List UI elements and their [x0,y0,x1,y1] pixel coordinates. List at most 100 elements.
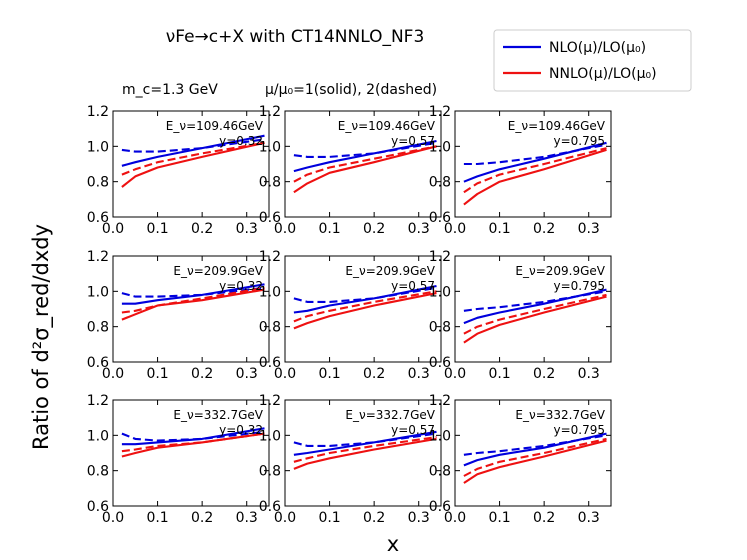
nlo-solid-line [121,283,265,305]
legend: NLO(μ)/LO(μ₀) NNLO(μ)/LO(μ₀) [493,29,692,92]
x-tick-label: 0.0 [444,510,466,526]
energy-label: E_ν=209.9GeV [515,264,605,278]
nlo-solid-line [121,134,265,167]
x-tick-label: 0.0 [274,221,296,237]
y-tick-label: 1.2 [259,249,281,265]
x-tick-label: 0.2 [363,221,385,237]
y-tick-label: 1.2 [87,104,109,120]
inelasticity-label: y=0.32 [219,134,263,148]
panel-frame [112,255,270,363]
nnlo-solid-line [463,148,607,206]
panel-frame [454,110,612,218]
nnlo-dashed-line [293,145,437,183]
y-tick-label: 1.2 [87,249,109,265]
nnlo-dashed-line [293,436,437,463]
nnlo-dashed-line [293,290,437,323]
panel-frame [284,399,442,507]
y-tick-label: 1.0 [429,139,451,155]
energy-label: E_ν=109.46GeV [508,119,606,133]
x-tick-label: 0.1 [146,510,168,526]
y-tick-label: 1.2 [429,104,451,120]
y-tick-label: 1.2 [259,104,281,120]
energy-label: E_ν=109.46GeV [338,119,436,133]
energy-label: E_ν=109.46GeV [166,119,264,133]
y-tick-label: 0.6 [87,355,109,371]
nnlo-dashed-line [463,437,607,477]
nlo-dashed-line [293,432,437,447]
y-tick-label: 1.0 [259,284,281,300]
panel-frame [284,255,442,363]
energy-label: E_ν=332.7GeV [345,408,435,422]
x-tick-label: 0.3 [236,221,258,237]
inelasticity-label: y=0.57 [391,423,435,437]
x-tick-label: 0.0 [274,510,296,526]
y-tick-label: 1.0 [87,139,109,155]
panel-1-3: 0.0 0.1 0.2 0.3 0.6 0.8 1.0 1.2 E_ν=109.46GeVy=0… [429,104,612,237]
y-tick-label: 0.8 [429,320,451,336]
energy-label: E_ν=209.9GeV [173,264,263,278]
nnlo-solid-line [463,295,607,344]
y-axis-label: Ratio of d²σ_red/dxdy [29,224,54,450]
panel-frame [112,399,270,507]
nnlo-solid-line [121,432,265,458]
nnlo-solid-line [463,439,607,484]
panel-2-1: 0.0 0.1 0.2 0.3 0.6 0.8 1.0 1.2 E_ν=209.9GeVy=0.… [87,249,270,382]
y-tick-label: 0.6 [259,355,281,371]
y-tick-label: 1.0 [429,284,451,300]
inelasticity-label: y=0.795 [553,279,605,293]
inelasticity-label: y=0.795 [553,134,605,148]
x-tick-label: 0.3 [236,366,258,382]
legend-box [493,29,692,92]
legend-nlo-label: NLO(μ)/LO(μ₀) [549,40,646,56]
panel-3-1: 0.0 0.1 0.2 0.3 0.6 0.8 1.0 1.2 E_ν=332.7GeVy=0.… [87,393,270,526]
y-tick-label: 1.2 [429,393,451,409]
x-tick-label: 0.1 [146,366,168,382]
x-tick-label: 0.1 [318,510,340,526]
y-tick-label: 0.8 [87,320,109,336]
panel-frame [454,399,612,507]
x-tick-label: 0.2 [533,366,555,382]
x-tick-label: 0.2 [191,510,213,526]
y-tick-label: 0.8 [259,175,281,191]
x-tick-label: 0.2 [363,366,385,382]
y-tick-label: 0.6 [429,499,451,515]
nlo-dashed-line [463,143,607,166]
x-tick-label: 0.1 [488,510,510,526]
x-tick-label: 0.0 [102,510,124,526]
nlo-dashed-line [121,286,265,298]
panel-3-2: 0.0 0.1 0.2 0.3 0.6 0.8 1.0 1.2 E_ν=332.7GeVy=0.… [259,393,442,526]
inelasticity-label: y=0.795 [553,423,605,437]
y-tick-label: 1.0 [259,139,281,155]
legend-nnlo-label: NNLO(μ)/LO(μ₀) [549,66,657,82]
y-tick-label: 0.8 [429,464,451,480]
y-tick-label: 1.2 [87,393,109,409]
panel-1-1: 0.0 0.1 0.2 0.3 0.6 0.8 1.0 1.2 E_ν=109.46GeVy=0… [87,104,270,237]
inelasticity-label: y=0.32 [219,279,263,293]
charm-mass-label: m_c=1.3 GeV [122,82,218,98]
y-tick-label: 0.6 [259,210,281,226]
x-tick-label: 0.1 [318,221,340,237]
y-tick-label: 1.0 [429,428,451,444]
x-tick-label: 0.0 [444,366,466,382]
inelasticity-label: y=0.32 [219,423,263,437]
nnlo-dashed-line [463,147,607,194]
y-tick-label: 0.6 [259,499,281,515]
y-tick-label: 1.2 [429,249,451,265]
nnlo-solid-line [121,288,265,321]
panel-2-3: 0.0 0.1 0.2 0.3 0.6 0.8 1.0 1.2 E_ν=209.9GeVy=0.… [429,249,612,382]
y-tick-label: 0.8 [87,464,109,480]
x-tick-label: 0.1 [146,221,168,237]
y-tick-label: 1.0 [87,428,109,444]
x-tick-label: 0.0 [274,366,296,382]
nlo-solid-line [121,427,265,446]
x-axis-label: x [387,532,399,556]
y-tick-label: 0.8 [429,175,451,191]
x-tick-label: 0.2 [363,510,385,526]
nnlo-solid-line [121,141,265,188]
nlo-dashed-line [293,286,437,303]
inelasticity-label: y=0.57 [391,134,435,148]
y-tick-label: 0.6 [429,355,451,371]
x-tick-label: 0.2 [191,221,213,237]
y-tick-label: 0.8 [259,464,281,480]
y-tick-label: 0.8 [87,175,109,191]
